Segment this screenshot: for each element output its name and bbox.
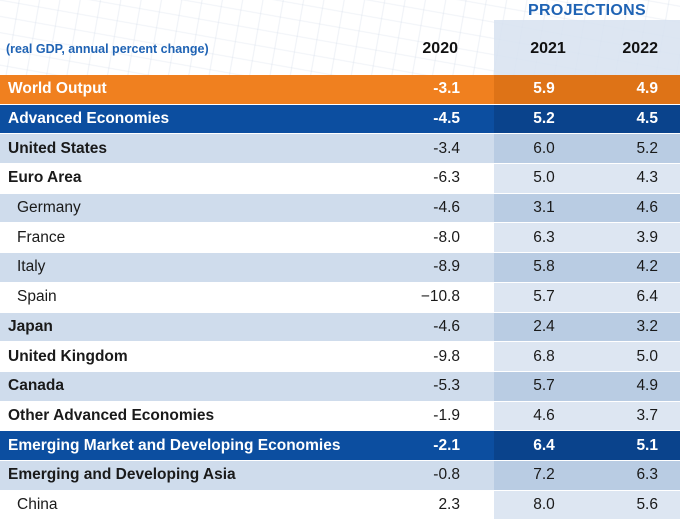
cell-2020: -3.4 [433,139,460,157]
row-label: World Output [8,80,107,98]
row-label: Italy [17,258,46,276]
cell-2020: -8.0 [433,228,460,246]
projection-cell-shade [494,134,680,164]
table-row: Germany -4.6 3.1 4.6 [0,193,680,224]
projection-cell-shade [494,490,680,520]
projection-cell-shade [494,75,680,104]
cell-2020: -4.5 [433,110,460,128]
table-row: Advanced Economies -4.5 5.2 4.5 [0,104,680,135]
table-row: Euro Area -6.3 5.0 4.3 [0,164,680,194]
cell-2022: 3.7 [636,406,658,424]
cell-2021: 6.3 [533,228,555,246]
cell-2020: -4.6 [433,317,460,335]
cell-2022: 6.4 [636,288,658,306]
cell-2020: -0.8 [433,466,460,484]
cell-2020: -1.9 [433,406,460,424]
cell-2021: 4.6 [533,406,555,424]
cell-2022: 5.2 [636,139,658,157]
cell-2021: 6.0 [533,139,555,157]
cell-2021: 5.7 [533,288,555,306]
cell-2022: 5.6 [636,495,658,513]
units-label: (real GDP, annual percent change) [6,42,209,56]
cell-2021: 5.8 [533,258,555,276]
projection-cell-shade [494,104,680,134]
cell-2020: -8.9 [433,258,460,276]
cell-2022: 4.9 [636,80,658,98]
projection-cell-shade [494,223,680,253]
projection-cell-shade [494,460,680,490]
cell-2021: 7.2 [533,466,555,484]
cell-2021: 2.4 [533,317,555,335]
table-row: Spain −10.8 5.7 6.4 [0,282,680,313]
table-row: World Output -3.1 5.9 4.9 [0,75,680,105]
cell-2022: 6.3 [636,466,658,484]
column-header-2020: 2020 [422,40,458,57]
row-label: Other Advanced Economies [8,406,215,424]
cell-2020: -3.1 [433,80,460,98]
table-row: United States -3.4 6.0 5.2 [0,134,680,165]
projection-cell-shade [494,164,680,193]
table-body: World Output -3.1 5.9 4.9 Advanced Economies… [0,75,680,520]
row-label: Euro Area [8,169,82,187]
projections-label: PROJECTIONS [528,2,646,19]
row-label: Advanced Economies [8,110,170,128]
cell-2020: -2.1 [433,436,460,454]
cell-2021: 5.0 [533,169,555,187]
table-row: Japan -4.6 2.4 3.2 [0,312,680,343]
cell-2022: 5.0 [636,347,658,365]
cell-2022: 3.9 [636,228,658,246]
table-row: United Kingdom -9.8 6.8 5.0 [0,342,680,372]
projection-cell-shade [494,431,680,460]
cell-2020: -6.3 [433,169,460,187]
projection-cell-shade [494,193,680,223]
cell-2021: 5.2 [533,110,555,128]
cell-2020: -9.8 [433,347,460,365]
cell-2022: 5.1 [636,436,658,454]
table-row: Emerging Market and Developing Economies… [0,431,680,461]
row-label: Emerging and Developing Asia [8,466,236,484]
table-row: Other Advanced Economies -1.9 4.6 3.7 [0,401,680,432]
cell-2022: 4.6 [636,199,658,217]
cell-2022: 4.2 [636,258,658,276]
row-label: Emerging Market and Developing Economies [8,436,341,454]
cell-2022: 4.3 [636,169,658,187]
cell-2021: 3.1 [533,199,555,217]
row-label: France [17,228,66,246]
cell-2022: 3.2 [636,317,658,335]
projection-cell-shade [494,253,680,282]
table-row: France -8.0 6.3 3.9 [0,223,680,254]
projection-cell-shade [494,401,680,431]
row-label: United States [8,139,108,157]
column-header-2022: 2022 [622,40,658,57]
cell-2021: 5.7 [533,377,555,395]
table-row: Italy -8.9 5.8 4.2 [0,253,680,283]
row-label: Germany [17,199,81,217]
row-label: Spain [17,288,57,306]
cell-2020: 2.3 [438,495,460,513]
table-row: China 2.3 8.0 5.6 [0,490,680,520]
cell-2022: 4.5 [636,110,658,128]
row-label: Canada [8,377,64,395]
cell-2021: 6.8 [533,347,555,365]
projections-column-shade [494,20,680,76]
row-label: Japan [8,317,53,335]
projection-cell-shade [494,312,680,342]
projection-cell-shade [494,371,680,401]
projection-cell-shade [494,342,680,371]
cell-2021: 6.4 [533,436,555,454]
row-label: China [17,495,58,513]
column-header-2021: 2021 [530,40,566,57]
cell-2021: 8.0 [533,495,555,513]
cell-2020: −10.8 [420,288,460,306]
cell-2020: -4.6 [433,199,460,217]
table-row: Emerging and Developing Asia -0.8 7.2 6.3 [0,460,680,491]
table-row: Canada -5.3 5.7 4.9 [0,371,680,402]
projection-cell-shade [494,282,680,312]
cell-2022: 4.9 [636,377,658,395]
cell-2021: 5.9 [533,80,555,98]
row-label: United Kingdom [8,347,128,365]
cell-2020: -5.3 [433,377,460,395]
